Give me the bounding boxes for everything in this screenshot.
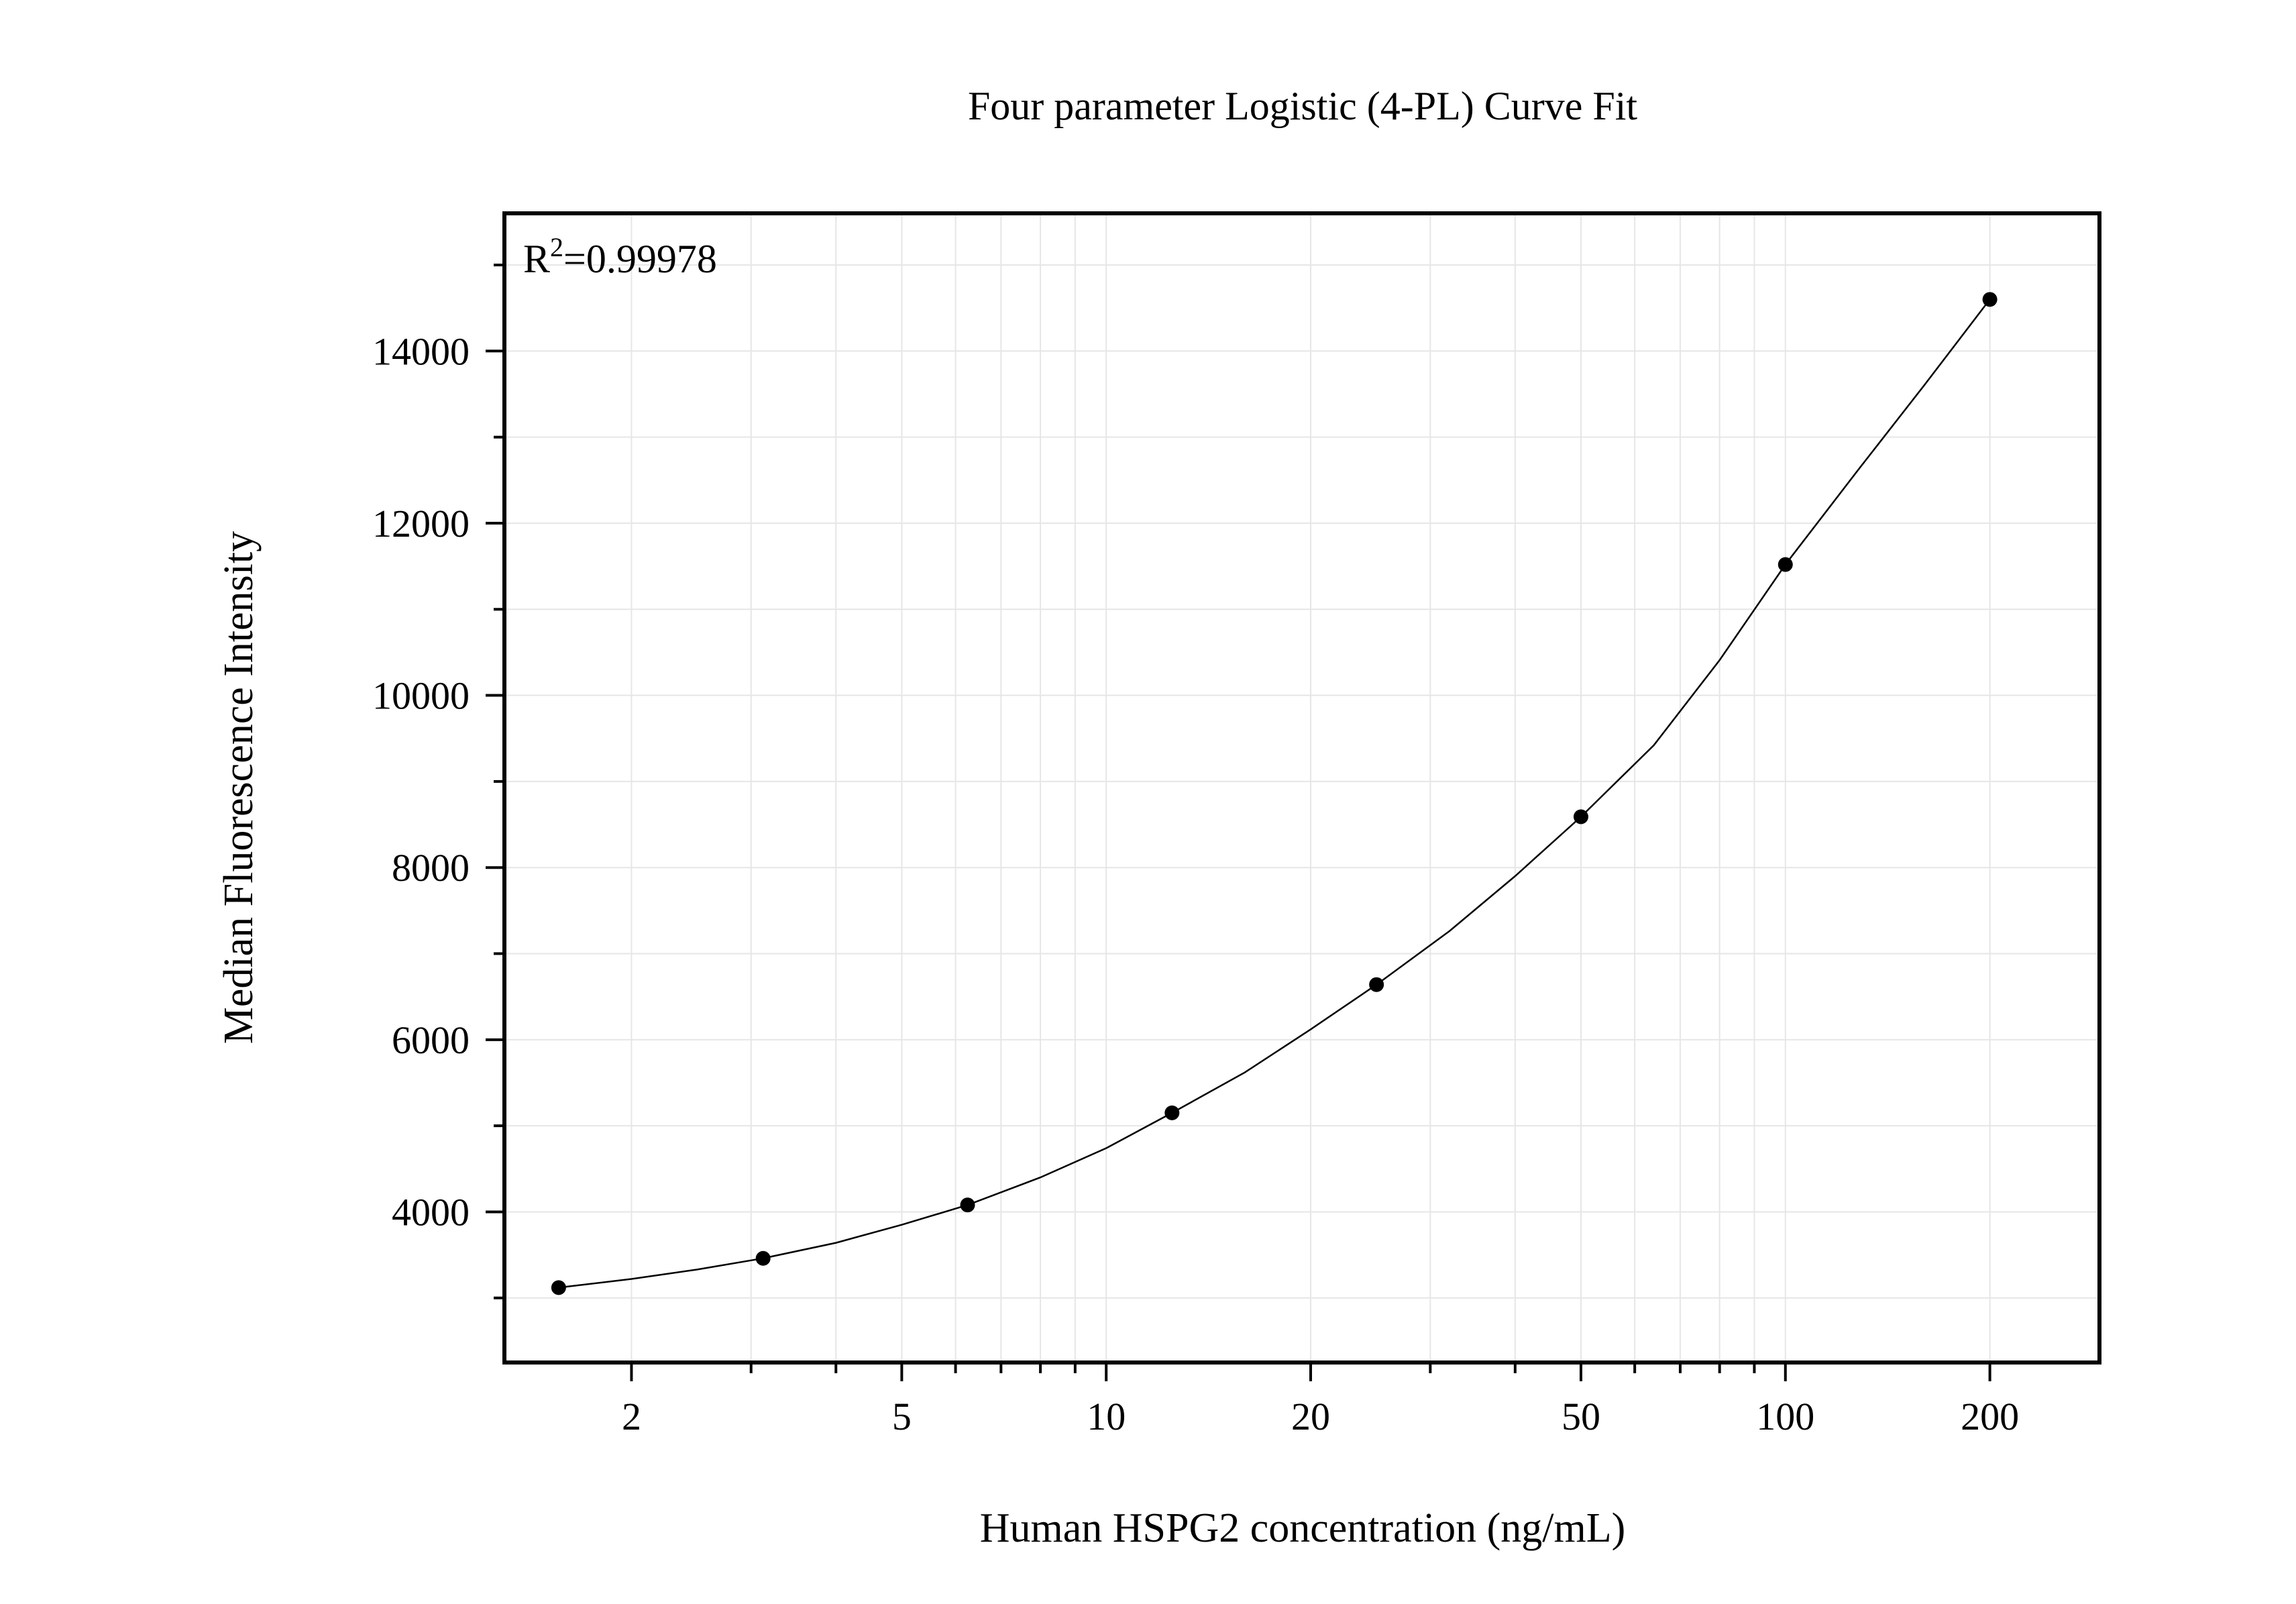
y-tick-label: 8000 [392, 846, 470, 890]
x-tick-label: 200 [1961, 1395, 2019, 1438]
x-tick-label: 10 [1087, 1395, 1126, 1438]
y-tick-label: 6000 [392, 1018, 470, 1062]
chart-title: Four parameter Logistic (4-PL) Curve Fit [968, 84, 1637, 128]
data-point [1778, 557, 1793, 572]
y-tick-label: 12000 [372, 502, 470, 545]
x-tick-label: 2 [622, 1395, 641, 1438]
fit-curve-layer [558, 299, 1991, 1289]
r-squared-superscript: 2 [550, 232, 563, 262]
x-tick-label: 50 [1562, 1395, 1600, 1438]
y-axis-title: Median Fluorescence Intensity [216, 531, 262, 1044]
fit-curve [558, 299, 1991, 1289]
x-tick-label: 5 [892, 1395, 912, 1438]
data-point [551, 1280, 566, 1295]
data-point-layer [551, 292, 1998, 1295]
plot-frame [502, 211, 2101, 1365]
r-squared-annotation: R2=0.99978 [523, 232, 717, 281]
x-tick-label: 100 [1756, 1395, 1814, 1438]
y-tick-label: 10000 [372, 674, 470, 718]
tick-layer [486, 263, 1991, 1381]
x-axis-title: Human HSPG2 concentration (ng/mL) [980, 1505, 1626, 1551]
data-point [1573, 809, 1588, 824]
r-squared-base: R [523, 237, 550, 281]
data-point [755, 1250, 771, 1266]
data-point [1982, 292, 1998, 307]
data-point [1369, 977, 1384, 992]
y-tick-label: 4000 [392, 1190, 470, 1234]
data-point [1164, 1105, 1180, 1120]
data-point [960, 1197, 975, 1213]
x-tick-label: 20 [1291, 1395, 1330, 1438]
grid-layer [504, 213, 2099, 1362]
y-tick-label: 14000 [372, 329, 470, 373]
tick-label-layer: 2 5 10 20 50 100 200 4000 6000 8000 10000 12000 1400… [372, 329, 2019, 1438]
r-squared-value: =0.99978 [563, 237, 717, 281]
